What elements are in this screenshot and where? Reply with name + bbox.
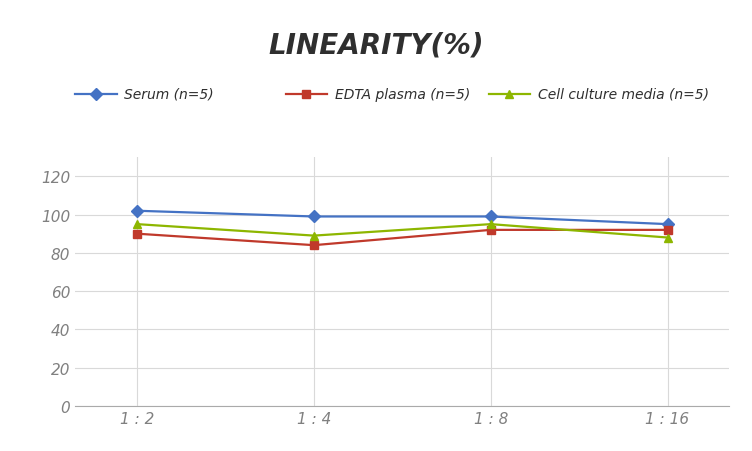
- Text: Cell culture media (n=5): Cell culture media (n=5): [538, 88, 708, 101]
- Cell culture media (n=5): [663, 235, 672, 241]
- Serum (n=5): [487, 214, 496, 220]
- Cell culture media (n=5): [132, 222, 141, 227]
- Line: Serum (n=5): Serum (n=5): [133, 207, 672, 229]
- Text: EDTA plasma (n=5): EDTA plasma (n=5): [335, 88, 470, 101]
- Serum (n=5): [663, 222, 672, 227]
- Line: EDTA plasma (n=5): EDTA plasma (n=5): [133, 226, 672, 250]
- Serum (n=5): [132, 208, 141, 214]
- EDTA plasma (n=5): [487, 228, 496, 233]
- EDTA plasma (n=5): [663, 228, 672, 233]
- Text: Serum (n=5): Serum (n=5): [124, 88, 214, 101]
- EDTA plasma (n=5): [309, 243, 318, 249]
- Text: LINEARITY(%): LINEARITY(%): [268, 32, 484, 60]
- Serum (n=5): [309, 214, 318, 220]
- Cell culture media (n=5): [309, 233, 318, 239]
- Cell culture media (n=5): [487, 222, 496, 227]
- EDTA plasma (n=5): [132, 231, 141, 237]
- Line: Cell culture media (n=5): Cell culture media (n=5): [133, 221, 672, 242]
